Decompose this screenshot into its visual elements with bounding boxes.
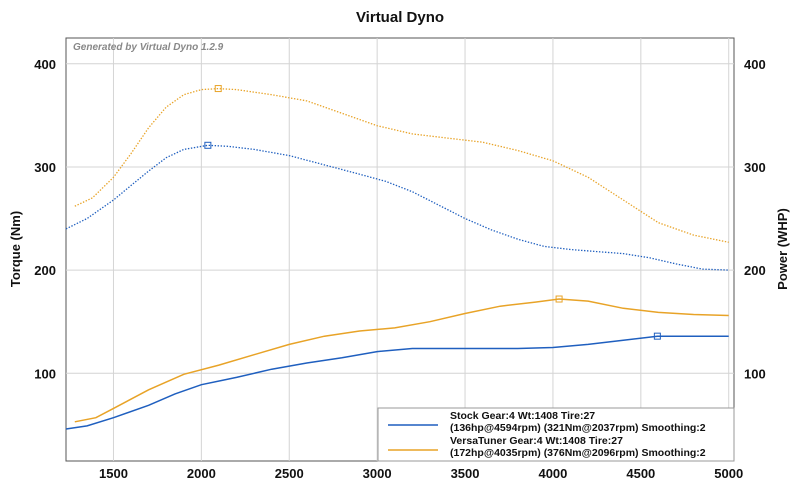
y-tick-label-right: 300 bbox=[744, 160, 766, 175]
x-tick-label: 1500 bbox=[99, 466, 128, 481]
peak-marker-torque bbox=[204, 141, 212, 149]
x-tick-label: 5000 bbox=[714, 466, 743, 481]
torque-line-series-1 bbox=[74, 87, 729, 243]
legend-label-1-line2: (172hp@4035rpm) (376Nm@2096rpm) Smoothin… bbox=[450, 447, 706, 459]
legend: Stock Gear:4 Wt:1408 Tire:27(136hp@4594r… bbox=[377, 407, 735, 462]
peak-marker-torque bbox=[214, 85, 222, 93]
y-tick-label-left: 300 bbox=[34, 160, 56, 175]
y-tick-label-left: 400 bbox=[34, 57, 56, 72]
legend-box bbox=[377, 407, 735, 462]
x-tick-label: 3500 bbox=[451, 466, 480, 481]
legend-label-0-line1: Stock Gear:4 Wt:1408 Tire:27 bbox=[450, 410, 595, 422]
peak-marker-power bbox=[653, 332, 661, 340]
x-tick-label: 4000 bbox=[538, 466, 567, 481]
plot-area bbox=[65, 37, 735, 462]
power-line-series-0 bbox=[65, 335, 729, 430]
legend-label-1-line1: VersaTuner Gear:4 Wt:1408 Tire:27 bbox=[450, 435, 623, 447]
y-tick-label-left: 200 bbox=[34, 263, 56, 278]
chart-title: Virtual Dyno bbox=[356, 9, 444, 26]
y-tick-label-left: 100 bbox=[34, 366, 56, 381]
tick-labels: 1500 2000 2500 3000 3500 4000 4500 5000 100 100 20… bbox=[34, 57, 765, 481]
y-axis-label-right: Power (WHP) bbox=[775, 208, 790, 290]
peak-marker-power bbox=[555, 295, 563, 303]
torque-line-series-0 bbox=[65, 144, 729, 271]
series-lines bbox=[65, 85, 729, 430]
watermark-text: Generated by Virtual Dyno 1.2.9 bbox=[73, 42, 224, 53]
y-tick-label-right: 100 bbox=[744, 366, 766, 381]
x-tick-label: 3000 bbox=[363, 466, 392, 481]
y-tick-label-right: 400 bbox=[744, 57, 766, 72]
x-tick-label: 2000 bbox=[187, 466, 216, 481]
grid bbox=[66, 38, 734, 461]
power-line-series-1 bbox=[74, 298, 729, 423]
legend-label-0-line2: (136hp@4594rpm) (321Nm@2037rpm) Smoothin… bbox=[450, 422, 706, 434]
y-axis-label-left: Torque (Nm) bbox=[8, 211, 23, 287]
y-tick-label-right: 200 bbox=[744, 263, 766, 278]
x-tick-label: 4500 bbox=[626, 466, 655, 481]
x-tick-label: 2500 bbox=[275, 466, 304, 481]
